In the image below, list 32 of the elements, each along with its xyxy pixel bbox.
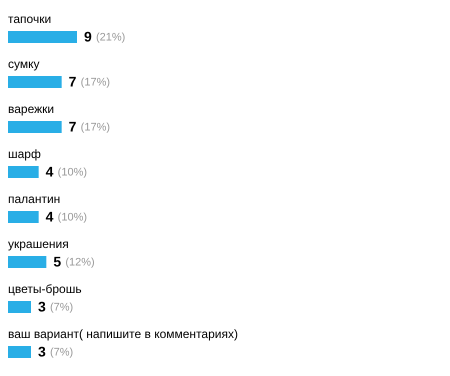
- y-tick-label: варежки: [8, 102, 54, 116]
- annotation: (10%): [58, 166, 88, 178]
- data-label: 7: [68, 118, 77, 134]
- y-tick-label: ваш вариант( напишите в комментариях): [8, 327, 238, 341]
- y-tick-label: украшения: [8, 237, 69, 251]
- data-label: 7: [68, 74, 77, 90]
- y-tick-label: цветы-брошь: [8, 282, 82, 296]
- annotation: (7%): [50, 302, 74, 314]
- data-label: 4: [46, 164, 54, 180]
- bar: [8, 166, 39, 178]
- bar: [8, 301, 31, 313]
- bar: [8, 121, 62, 133]
- bar: [8, 256, 46, 268]
- annotation: (12%): [65, 256, 95, 268]
- annotation: (10%): [58, 212, 88, 224]
- data-label: 3: [38, 344, 46, 360]
- y-tick-label: сумку: [8, 57, 40, 71]
- bar: [8, 211, 39, 223]
- y-tick-label: шарф: [8, 147, 41, 161]
- data-label: 5: [53, 254, 62, 270]
- bar: [8, 346, 31, 358]
- y-tick-label: палантин: [8, 192, 60, 206]
- annotation: (7%): [50, 346, 74, 358]
- data-label: 3: [38, 298, 46, 314]
- bar: [8, 31, 77, 43]
- data-label: 9: [84, 28, 92, 44]
- annotation: (17%): [80, 122, 110, 134]
- annotation: (21%): [96, 32, 126, 44]
- data-label: 4: [46, 208, 54, 224]
- y-tick-label: тапочки: [8, 12, 52, 26]
- bar: [8, 76, 62, 88]
- annotation: (17%): [80, 76, 110, 88]
